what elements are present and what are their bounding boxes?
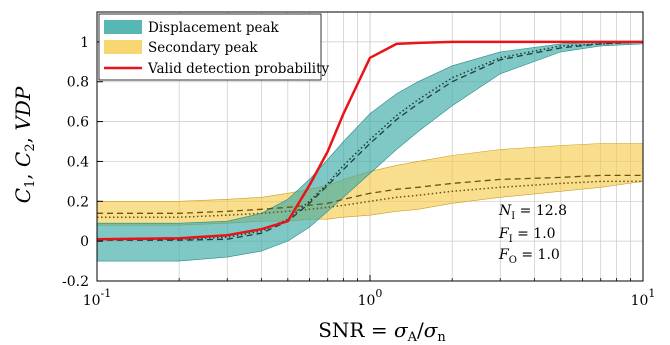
y-tick-label: 0.8 xyxy=(67,75,89,91)
secondary-peak-dotted-line xyxy=(97,180,643,218)
legend-entry-label: Secondary peak xyxy=(148,40,258,56)
legend-entry-label: Valid detection probability xyxy=(147,61,330,77)
x-tick-label: 101 xyxy=(631,287,656,309)
y-tick-label: 0 xyxy=(80,234,89,250)
annotation-text: FO = 1.0 xyxy=(498,247,560,266)
series-lines xyxy=(96,40,644,241)
y-ticks: -0.2 0 0.2 0.4 0.6 0.8 1 xyxy=(62,35,103,290)
y-tick-label: -0.2 xyxy=(62,274,89,290)
x-tick-label: 100 xyxy=(358,287,383,309)
y-tick-label: 0.4 xyxy=(67,154,89,170)
annotation-text: NI = 12.8 xyxy=(498,203,567,222)
displacement-peak-dashed-line xyxy=(97,41,644,241)
y-tick-label: 1 xyxy=(80,35,89,51)
legend-swatch xyxy=(104,20,142,34)
valid-detection-probability-line xyxy=(96,40,643,241)
secondary-peak-dashed-line xyxy=(97,174,643,214)
legend-swatch xyxy=(104,40,142,54)
y-axis-label: C1, C2, VDP xyxy=(11,86,38,203)
legend-entry-label: Displacement peak xyxy=(148,20,280,36)
y-tick-label: 0.2 xyxy=(67,194,89,210)
legend: Displacement peak Secondary peak Valid det… xyxy=(98,13,330,81)
annotations: NI = 12.8 FI = 1.0 FO = 1.0 xyxy=(498,203,567,266)
x-axis-label: SNR = σA/σn xyxy=(318,318,446,345)
x-tick-label: 10-1 xyxy=(83,287,112,309)
x-ticks: 10-1 100 101 xyxy=(83,275,656,309)
annotation-text: FI = 1.0 xyxy=(498,226,556,245)
y-tick-label: 0.6 xyxy=(67,115,89,131)
